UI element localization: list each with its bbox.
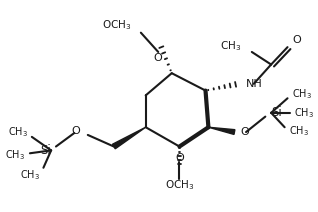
Text: CH$_3$: CH$_3$ — [294, 106, 314, 120]
Text: O: O — [175, 153, 184, 163]
Text: Si: Si — [40, 144, 51, 157]
Text: CH$_3$: CH$_3$ — [19, 169, 39, 182]
Text: CH$_3$: CH$_3$ — [8, 125, 28, 139]
Text: CH$_3$: CH$_3$ — [289, 124, 309, 138]
Text: CH$_3$: CH$_3$ — [5, 148, 25, 162]
Text: CH$_3$: CH$_3$ — [292, 88, 312, 101]
Text: O: O — [154, 53, 162, 63]
Text: Si: Si — [271, 106, 282, 119]
Text: OCH$_3$: OCH$_3$ — [165, 178, 194, 192]
Text: OCH$_3$: OCH$_3$ — [102, 18, 131, 32]
Text: CH$_3$: CH$_3$ — [220, 39, 241, 53]
Text: O: O — [292, 35, 301, 45]
Text: O: O — [71, 126, 80, 136]
Text: NH: NH — [246, 79, 263, 89]
Text: O: O — [240, 127, 249, 137]
Polygon shape — [208, 127, 235, 134]
Polygon shape — [113, 127, 146, 149]
